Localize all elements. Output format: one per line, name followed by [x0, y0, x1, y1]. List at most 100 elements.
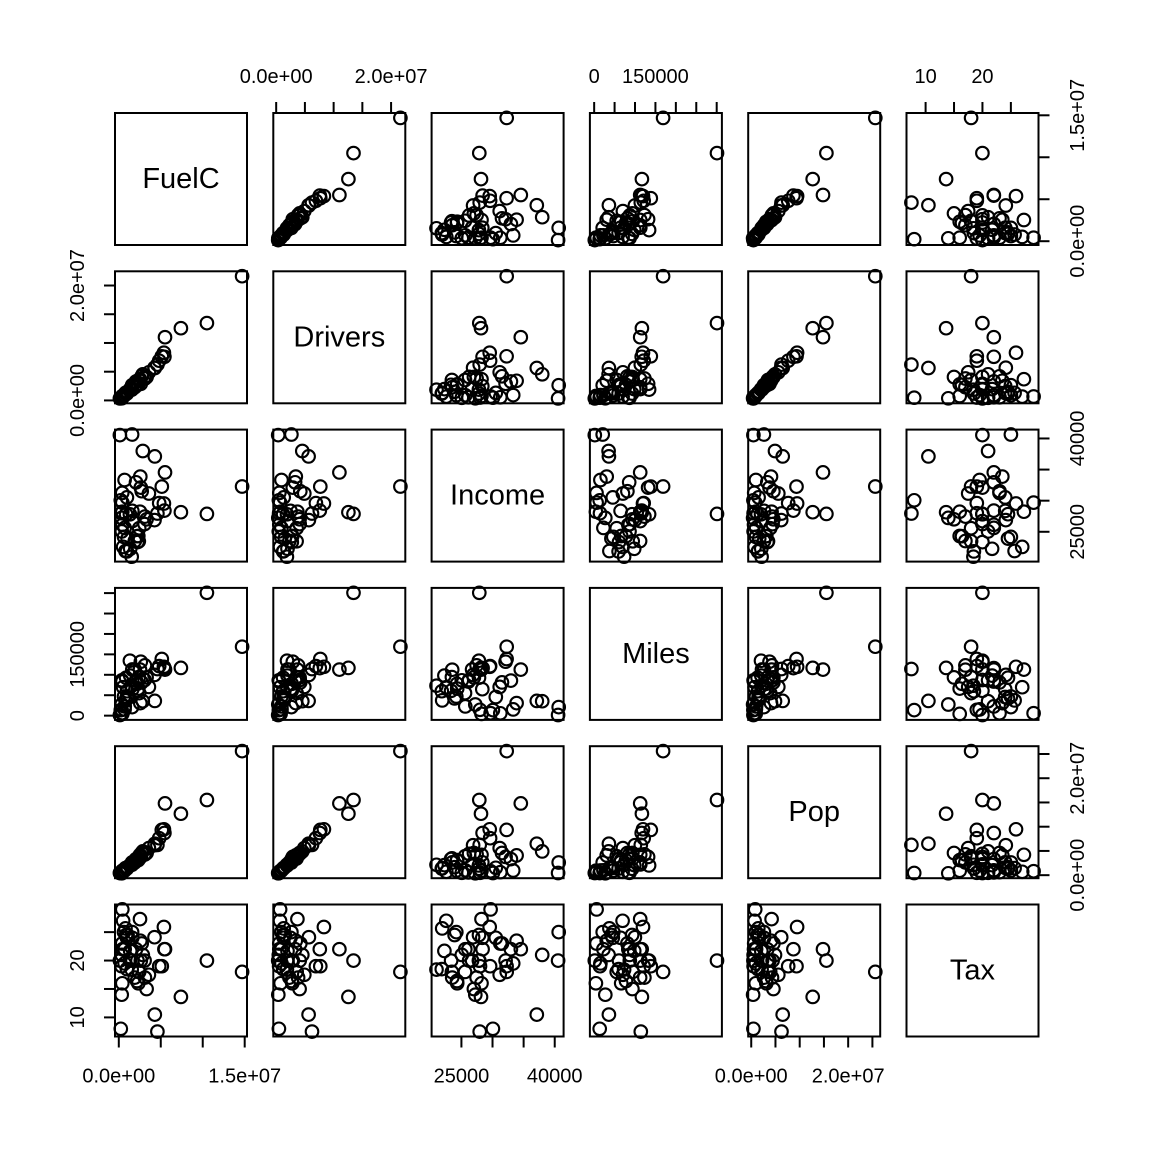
panel-Miles-vs-Drivers	[270, 585, 408, 723]
panel-Tax-vs-Income	[429, 902, 567, 1039]
data-point	[346, 585, 361, 601]
data-point	[984, 541, 1000, 557]
data-point	[272, 902, 288, 917]
data-point	[482, 345, 498, 361]
data-point	[156, 919, 172, 935]
data-point	[473, 806, 489, 822]
data-point	[341, 660, 356, 676]
panel-Pop-vs-Miles	[587, 743, 725, 881]
data-point	[969, 231, 985, 246]
data-point	[622, 516, 638, 532]
data-point	[635, 345, 651, 361]
data-point	[271, 941, 287, 957]
data-point	[551, 699, 567, 715]
panel-Drivers-vs-Tax	[904, 268, 1041, 406]
data-point	[199, 315, 215, 331]
data-point	[709, 792, 725, 808]
data-point	[789, 651, 804, 667]
data-point	[284, 975, 300, 991]
data-point	[173, 989, 189, 1005]
axis-FuelC-bottom: 0.0e+00 1.5e+07	[82, 1036, 281, 1088]
data-point	[613, 975, 629, 991]
data-point	[156, 345, 172, 361]
data-point	[632, 329, 648, 345]
data-point	[599, 212, 615, 228]
data-point	[312, 941, 328, 957]
data-point	[597, 510, 613, 526]
data-point	[969, 822, 985, 838]
data-point	[921, 836, 936, 852]
data-point	[1008, 659, 1024, 675]
data-point	[615, 840, 631, 856]
data-point	[601, 360, 617, 376]
data-point	[952, 376, 968, 392]
panel-Pop-vs-FuelC	[112, 743, 250, 881]
data-point	[789, 958, 804, 974]
data-point	[986, 825, 1002, 841]
axis-tick-label: 10	[67, 1006, 89, 1028]
data-point	[271, 947, 287, 963]
data-point	[634, 320, 650, 336]
axis-tick-label: 0	[67, 710, 89, 721]
data-point	[292, 936, 308, 951]
data-point	[471, 953, 487, 968]
data-point	[952, 852, 968, 868]
data-point	[764, 911, 779, 927]
data-point	[746, 958, 761, 974]
data-point	[465, 360, 481, 376]
data-point	[805, 989, 821, 1005]
data-point	[509, 848, 524, 863]
data-point	[632, 504, 648, 520]
data-point	[952, 528, 968, 544]
data-point	[482, 353, 498, 369]
data-point	[992, 483, 1007, 499]
data-point	[1014, 389, 1030, 404]
data-point	[505, 863, 521, 878]
panel-border	[747, 745, 882, 880]
data-point	[124, 503, 140, 519]
data-point	[589, 485, 604, 501]
data-point	[643, 822, 659, 838]
data-point	[505, 387, 521, 403]
data-point	[998, 198, 1014, 213]
data-point	[454, 672, 470, 688]
data-point	[1008, 188, 1024, 204]
data-point	[465, 929, 481, 945]
data-point	[551, 924, 567, 940]
data-point	[655, 110, 671, 126]
data-point	[633, 1024, 649, 1039]
data-point	[505, 702, 521, 717]
axis-tick-label: 20	[67, 949, 89, 971]
data-point	[114, 958, 129, 974]
data-point	[604, 927, 619, 943]
data-point	[467, 987, 483, 1003]
data-point	[272, 495, 288, 510]
data-point	[596, 520, 611, 536]
data-point	[312, 479, 328, 494]
data-point	[746, 505, 761, 521]
data-point	[952, 214, 968, 230]
axis-tick-label: 0.0e+00	[1067, 839, 1089, 912]
data-point	[789, 919, 805, 935]
data-point	[601, 836, 617, 852]
data-point	[635, 496, 651, 511]
data-point	[199, 953, 215, 968]
data-point	[434, 921, 450, 936]
data-point	[615, 364, 631, 380]
data-point	[434, 961, 450, 977]
data-point	[499, 110, 515, 126]
data-point	[867, 110, 883, 126]
data-point	[434, 227, 450, 242]
axis-tick-label: 1.5e+07	[208, 1066, 281, 1088]
data-point	[156, 821, 172, 837]
data-point	[952, 230, 968, 246]
data-point	[483, 389, 498, 404]
panel-diag-Tax: Tax	[905, 903, 1040, 1038]
data-point	[632, 371, 648, 387]
data-point	[499, 822, 514, 838]
data-point	[615, 539, 630, 555]
data-point	[1026, 705, 1041, 721]
data-point	[341, 171, 356, 187]
data-point	[114, 505, 129, 521]
data-point	[114, 702, 129, 718]
